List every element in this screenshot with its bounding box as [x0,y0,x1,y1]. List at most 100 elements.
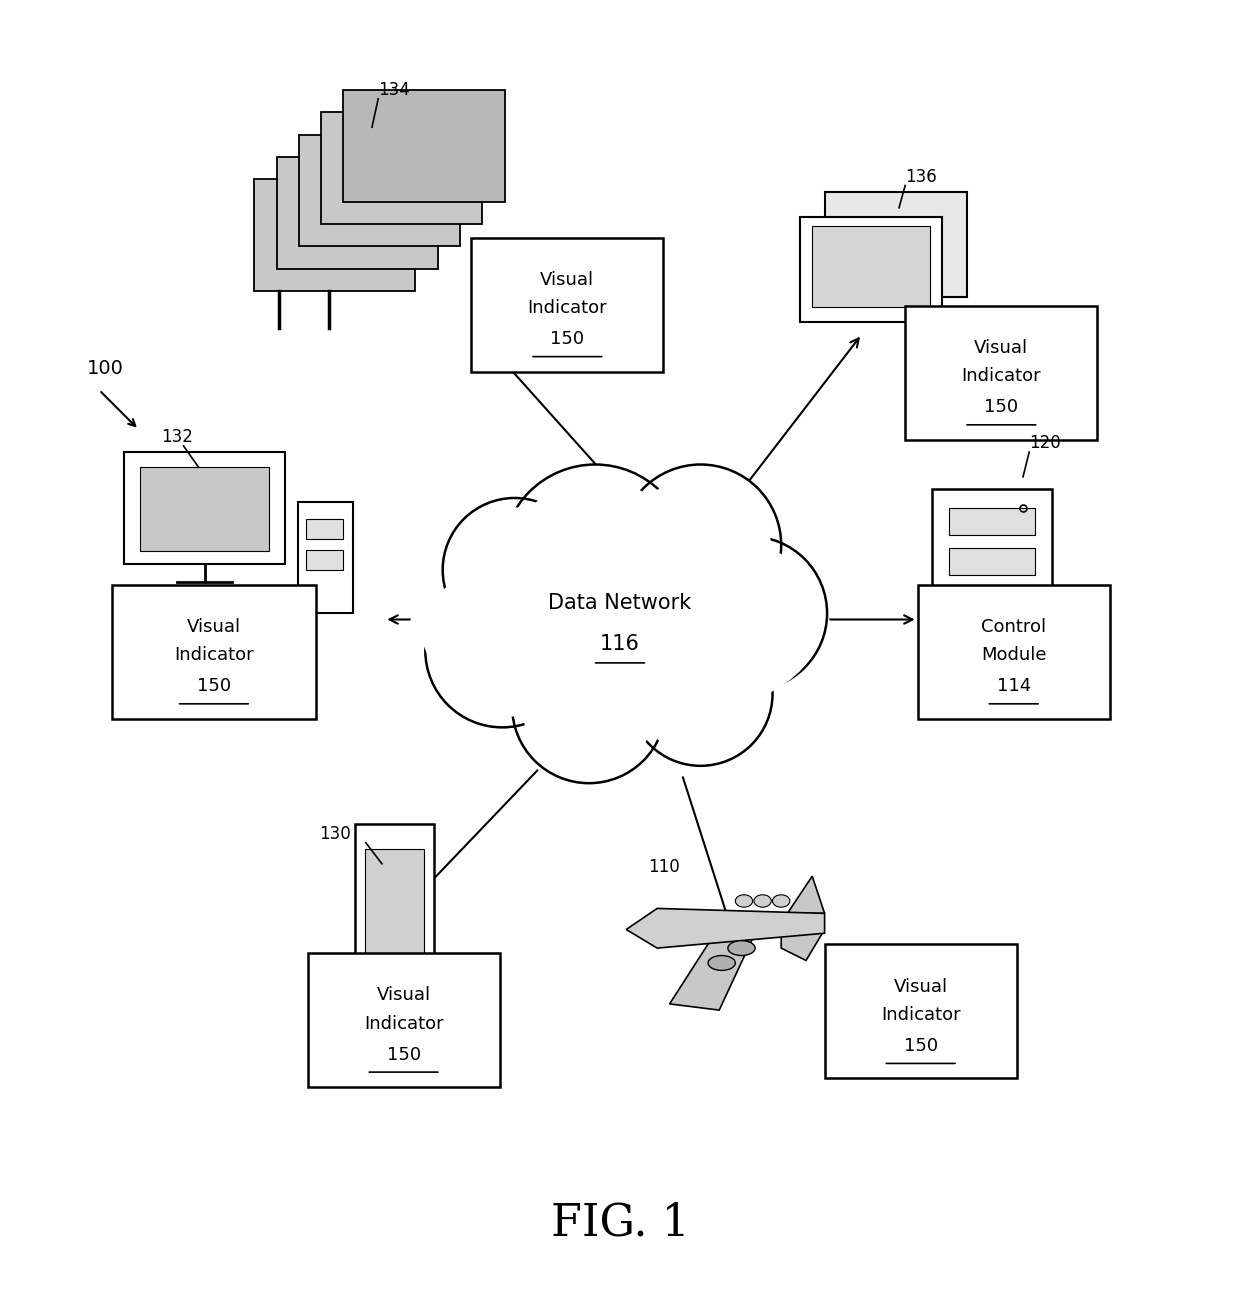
FancyBboxPatch shape [124,453,285,563]
Text: 150: 150 [387,1046,420,1064]
Text: Indicator: Indicator [363,1015,444,1033]
Text: Indicator: Indicator [961,367,1042,385]
FancyBboxPatch shape [825,945,1017,1079]
Text: Visual: Visual [894,977,947,995]
FancyBboxPatch shape [177,605,192,613]
Circle shape [502,464,688,650]
Text: Module: Module [981,647,1047,665]
Text: Indicator: Indicator [527,299,608,317]
Text: FIG. 1: FIG. 1 [551,1202,689,1245]
FancyBboxPatch shape [321,112,482,224]
Circle shape [425,574,579,727]
FancyBboxPatch shape [471,238,663,372]
FancyBboxPatch shape [267,592,281,601]
FancyBboxPatch shape [254,180,415,291]
Circle shape [630,475,771,615]
FancyBboxPatch shape [918,584,1110,718]
Circle shape [435,584,569,717]
Circle shape [443,498,587,641]
Circle shape [515,476,676,639]
Ellipse shape [422,539,818,725]
Text: Indicator: Indicator [880,1006,961,1024]
Circle shape [673,536,827,690]
FancyBboxPatch shape [932,489,1052,675]
FancyBboxPatch shape [200,605,215,613]
Text: Visual: Visual [187,618,241,636]
Polygon shape [670,917,763,1010]
FancyBboxPatch shape [222,592,237,601]
Text: Visual: Visual [975,340,1028,356]
FancyBboxPatch shape [244,605,259,613]
Polygon shape [626,908,825,948]
Text: 136: 136 [905,168,937,186]
Polygon shape [781,929,825,960]
Text: 120: 120 [1029,435,1061,453]
FancyBboxPatch shape [140,467,269,552]
FancyBboxPatch shape [222,617,237,626]
Text: 114: 114 [997,678,1030,696]
FancyBboxPatch shape [365,848,424,967]
FancyBboxPatch shape [133,605,148,613]
Text: 150: 150 [551,330,584,349]
Circle shape [629,622,773,766]
Circle shape [683,546,817,680]
FancyBboxPatch shape [949,507,1035,535]
FancyBboxPatch shape [200,617,215,626]
FancyBboxPatch shape [267,617,281,626]
FancyBboxPatch shape [177,617,192,626]
FancyBboxPatch shape [306,550,343,570]
FancyBboxPatch shape [267,605,281,613]
FancyBboxPatch shape [244,592,259,601]
FancyBboxPatch shape [343,90,505,202]
Text: Visual: Visual [541,271,594,289]
FancyBboxPatch shape [200,592,215,601]
FancyBboxPatch shape [120,587,289,632]
Circle shape [453,507,577,632]
Text: 110: 110 [647,859,680,876]
FancyBboxPatch shape [155,592,170,601]
FancyBboxPatch shape [277,157,438,268]
FancyBboxPatch shape [298,502,353,613]
Ellipse shape [735,895,753,907]
FancyBboxPatch shape [133,617,148,626]
Text: 132: 132 [161,428,193,446]
FancyBboxPatch shape [155,617,170,626]
Ellipse shape [409,527,831,738]
Circle shape [512,630,666,783]
Ellipse shape [773,895,790,907]
Text: Indicator: Indicator [174,647,254,665]
FancyBboxPatch shape [949,548,1035,575]
Text: 130: 130 [319,825,351,843]
FancyBboxPatch shape [308,954,500,1086]
Polygon shape [787,876,825,913]
Text: 150: 150 [904,1037,937,1055]
FancyBboxPatch shape [825,191,967,297]
FancyBboxPatch shape [244,617,259,626]
Ellipse shape [754,895,771,907]
FancyBboxPatch shape [355,824,434,985]
Text: 116: 116 [600,635,640,654]
Ellipse shape [728,941,755,955]
Text: Visual: Visual [377,986,430,1004]
Ellipse shape [708,955,735,971]
Text: Data Network: Data Network [548,593,692,613]
FancyBboxPatch shape [812,226,930,307]
FancyBboxPatch shape [222,605,237,613]
Text: 134: 134 [378,81,410,99]
FancyBboxPatch shape [905,306,1097,440]
Text: 150: 150 [197,678,231,696]
Circle shape [522,639,656,773]
Circle shape [639,631,763,756]
FancyBboxPatch shape [177,592,192,601]
Text: 100: 100 [87,359,124,377]
FancyBboxPatch shape [800,216,942,321]
FancyBboxPatch shape [306,519,343,539]
FancyBboxPatch shape [112,584,316,718]
FancyBboxPatch shape [155,605,170,613]
Circle shape [620,464,781,626]
Text: Control: Control [981,618,1047,636]
FancyBboxPatch shape [949,587,1035,614]
Text: 150: 150 [985,398,1018,416]
FancyBboxPatch shape [299,135,460,246]
FancyBboxPatch shape [133,592,148,601]
